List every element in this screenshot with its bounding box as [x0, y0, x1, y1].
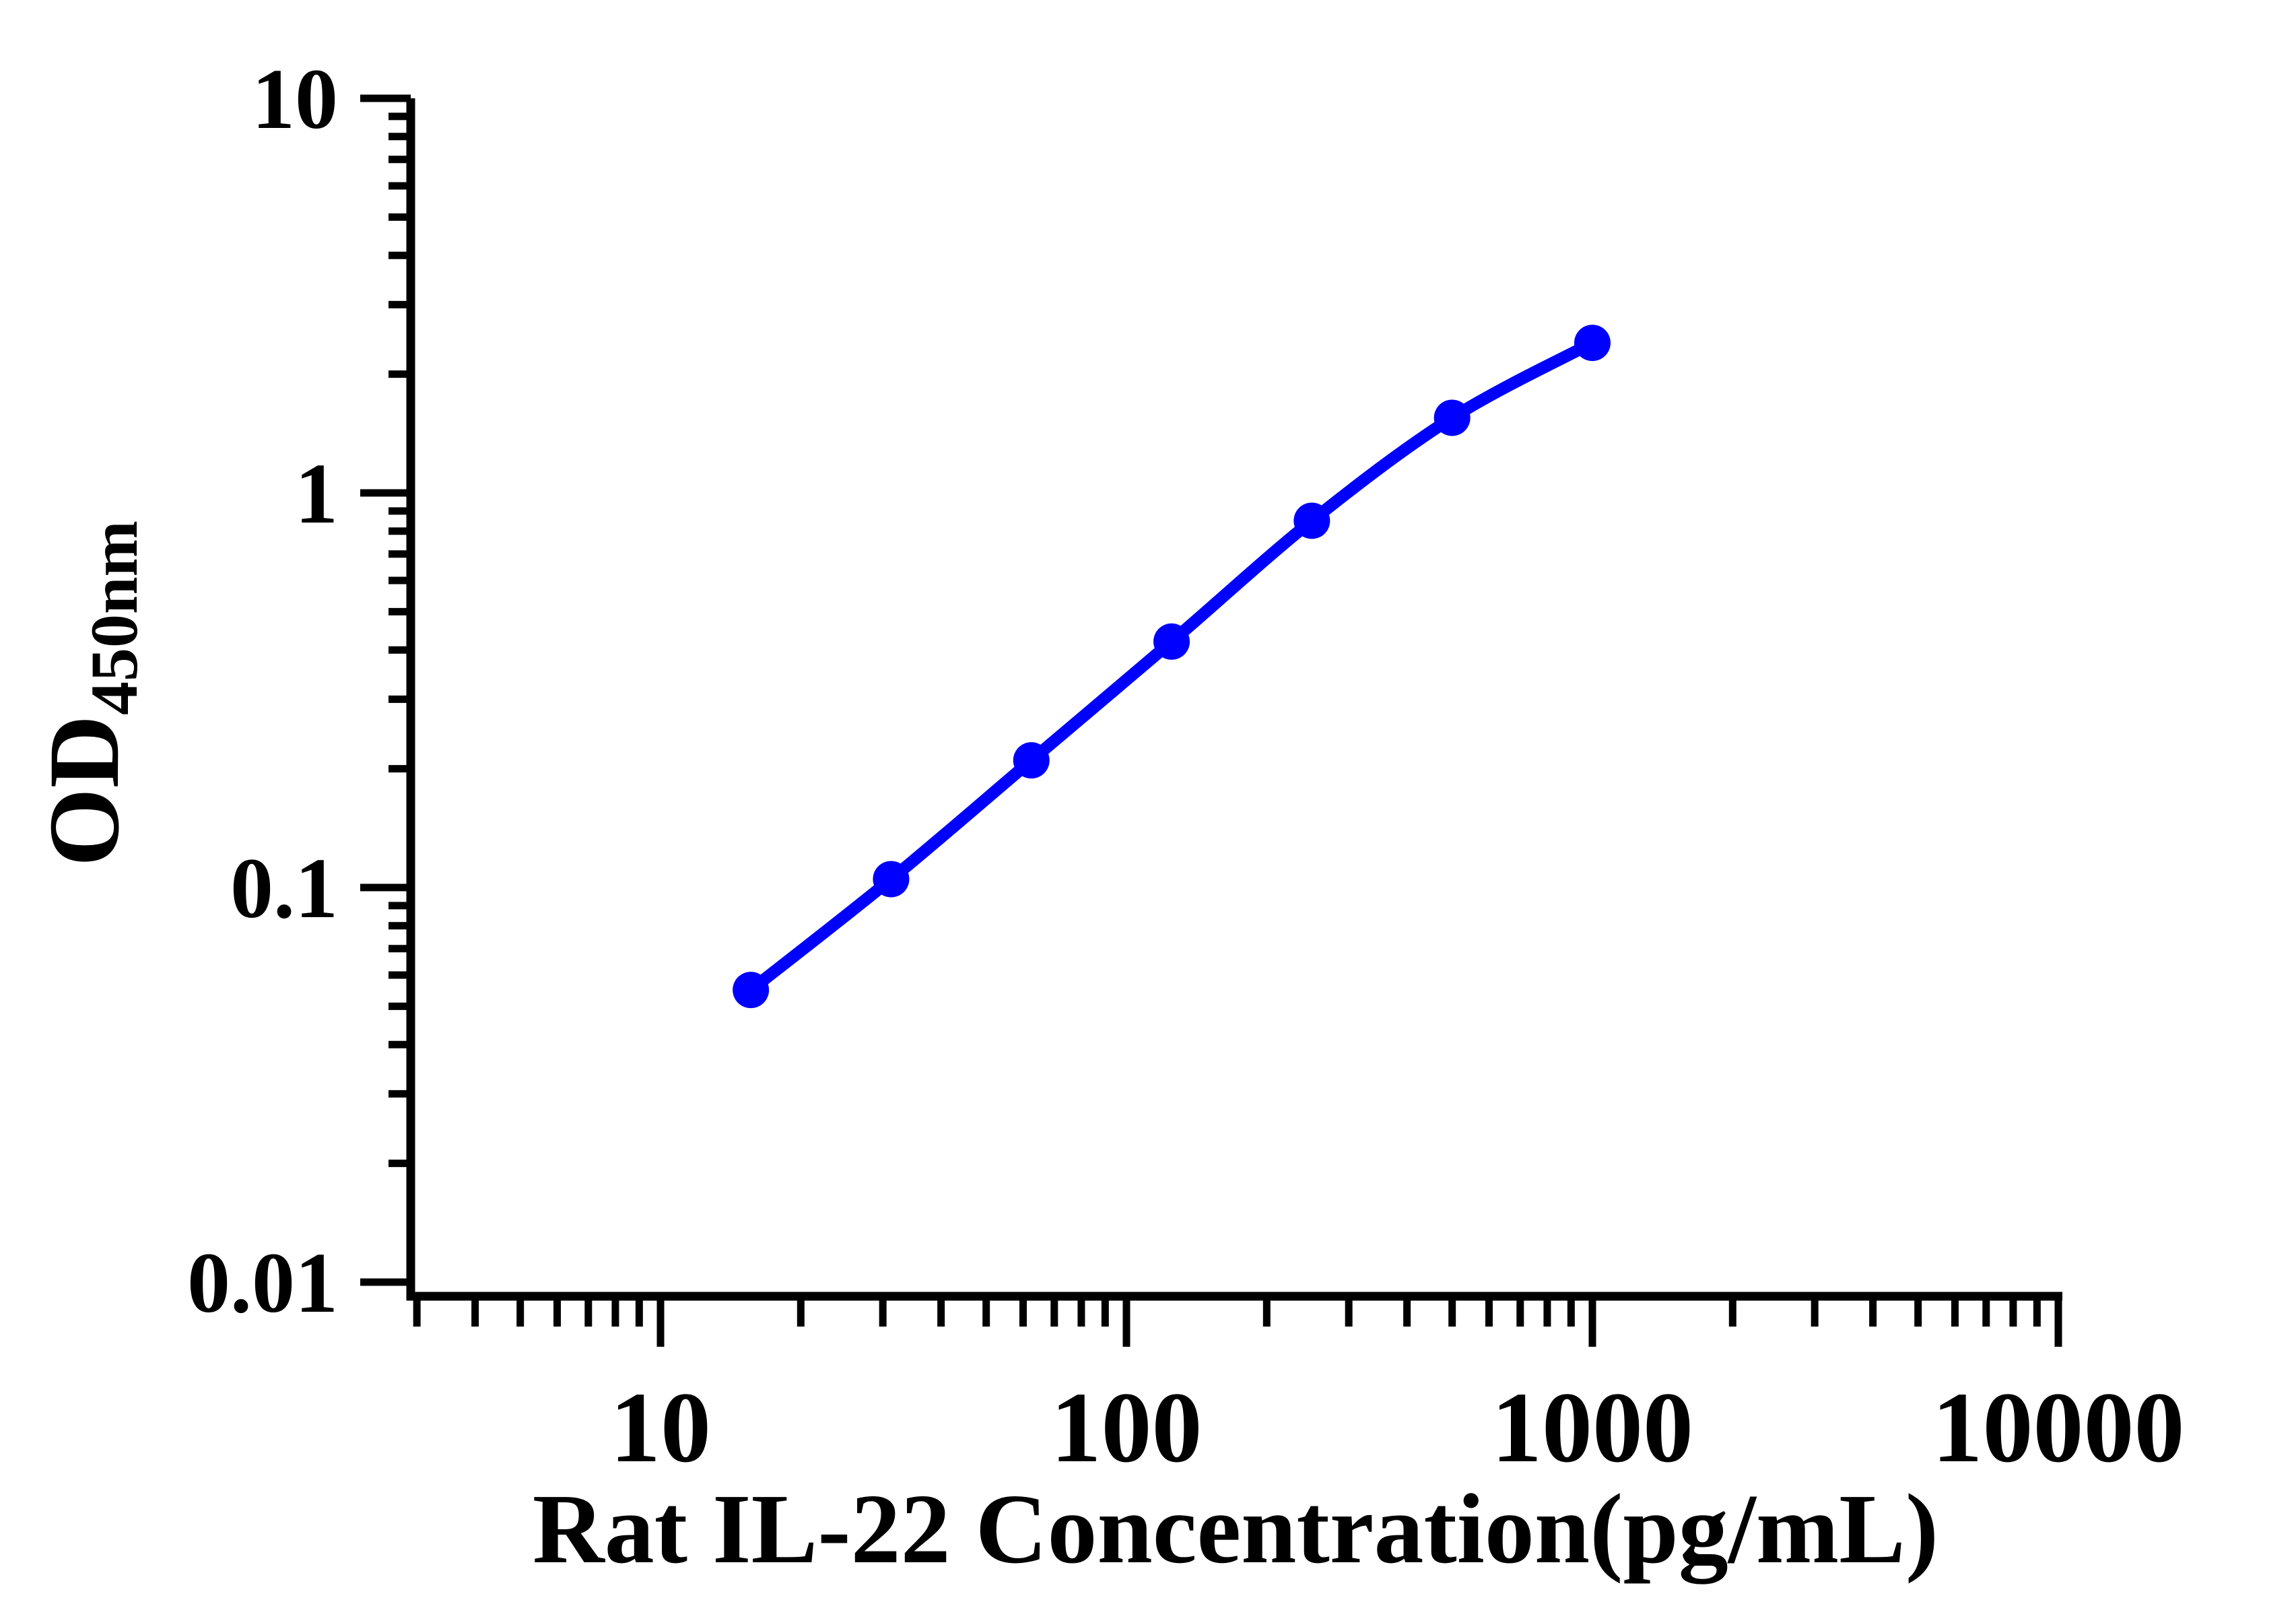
y-tick-label: 1 — [295, 446, 338, 541]
x-tick-label: 1000 — [1491, 1372, 1693, 1483]
x-tick-label: 100 — [1051, 1372, 1203, 1483]
x-tick-label: 10 — [610, 1372, 711, 1483]
y-axis-title: OD450nm — [28, 521, 151, 867]
y-axis-title-main: OD — [28, 715, 140, 867]
data-point — [873, 861, 910, 898]
standard-curve-line — [745, 337, 1598, 997]
y-axis-title-subscript: 450nm — [77, 521, 151, 715]
data-point — [1433, 399, 1471, 436]
data-point — [733, 972, 770, 1009]
data-point — [1013, 742, 1050, 779]
data-point — [1574, 325, 1611, 362]
x-tick-label: 10000 — [1932, 1372, 2185, 1483]
y-tick-label: 10 — [252, 51, 338, 147]
data-point — [1153, 623, 1190, 660]
y-tick-label: 0.01 — [187, 1235, 338, 1331]
x-axis-title: Rat IL-22 Concentration(pg/mL) — [533, 1474, 1938, 1584]
tick-labels: 0.01 0.1 1 10 10 100 1000 10000 — [187, 51, 2185, 1483]
axes — [360, 94, 2062, 1347]
data-series — [733, 325, 1611, 1009]
y-tick-label: 0.1 — [230, 840, 338, 936]
data-point — [1293, 502, 1330, 539]
